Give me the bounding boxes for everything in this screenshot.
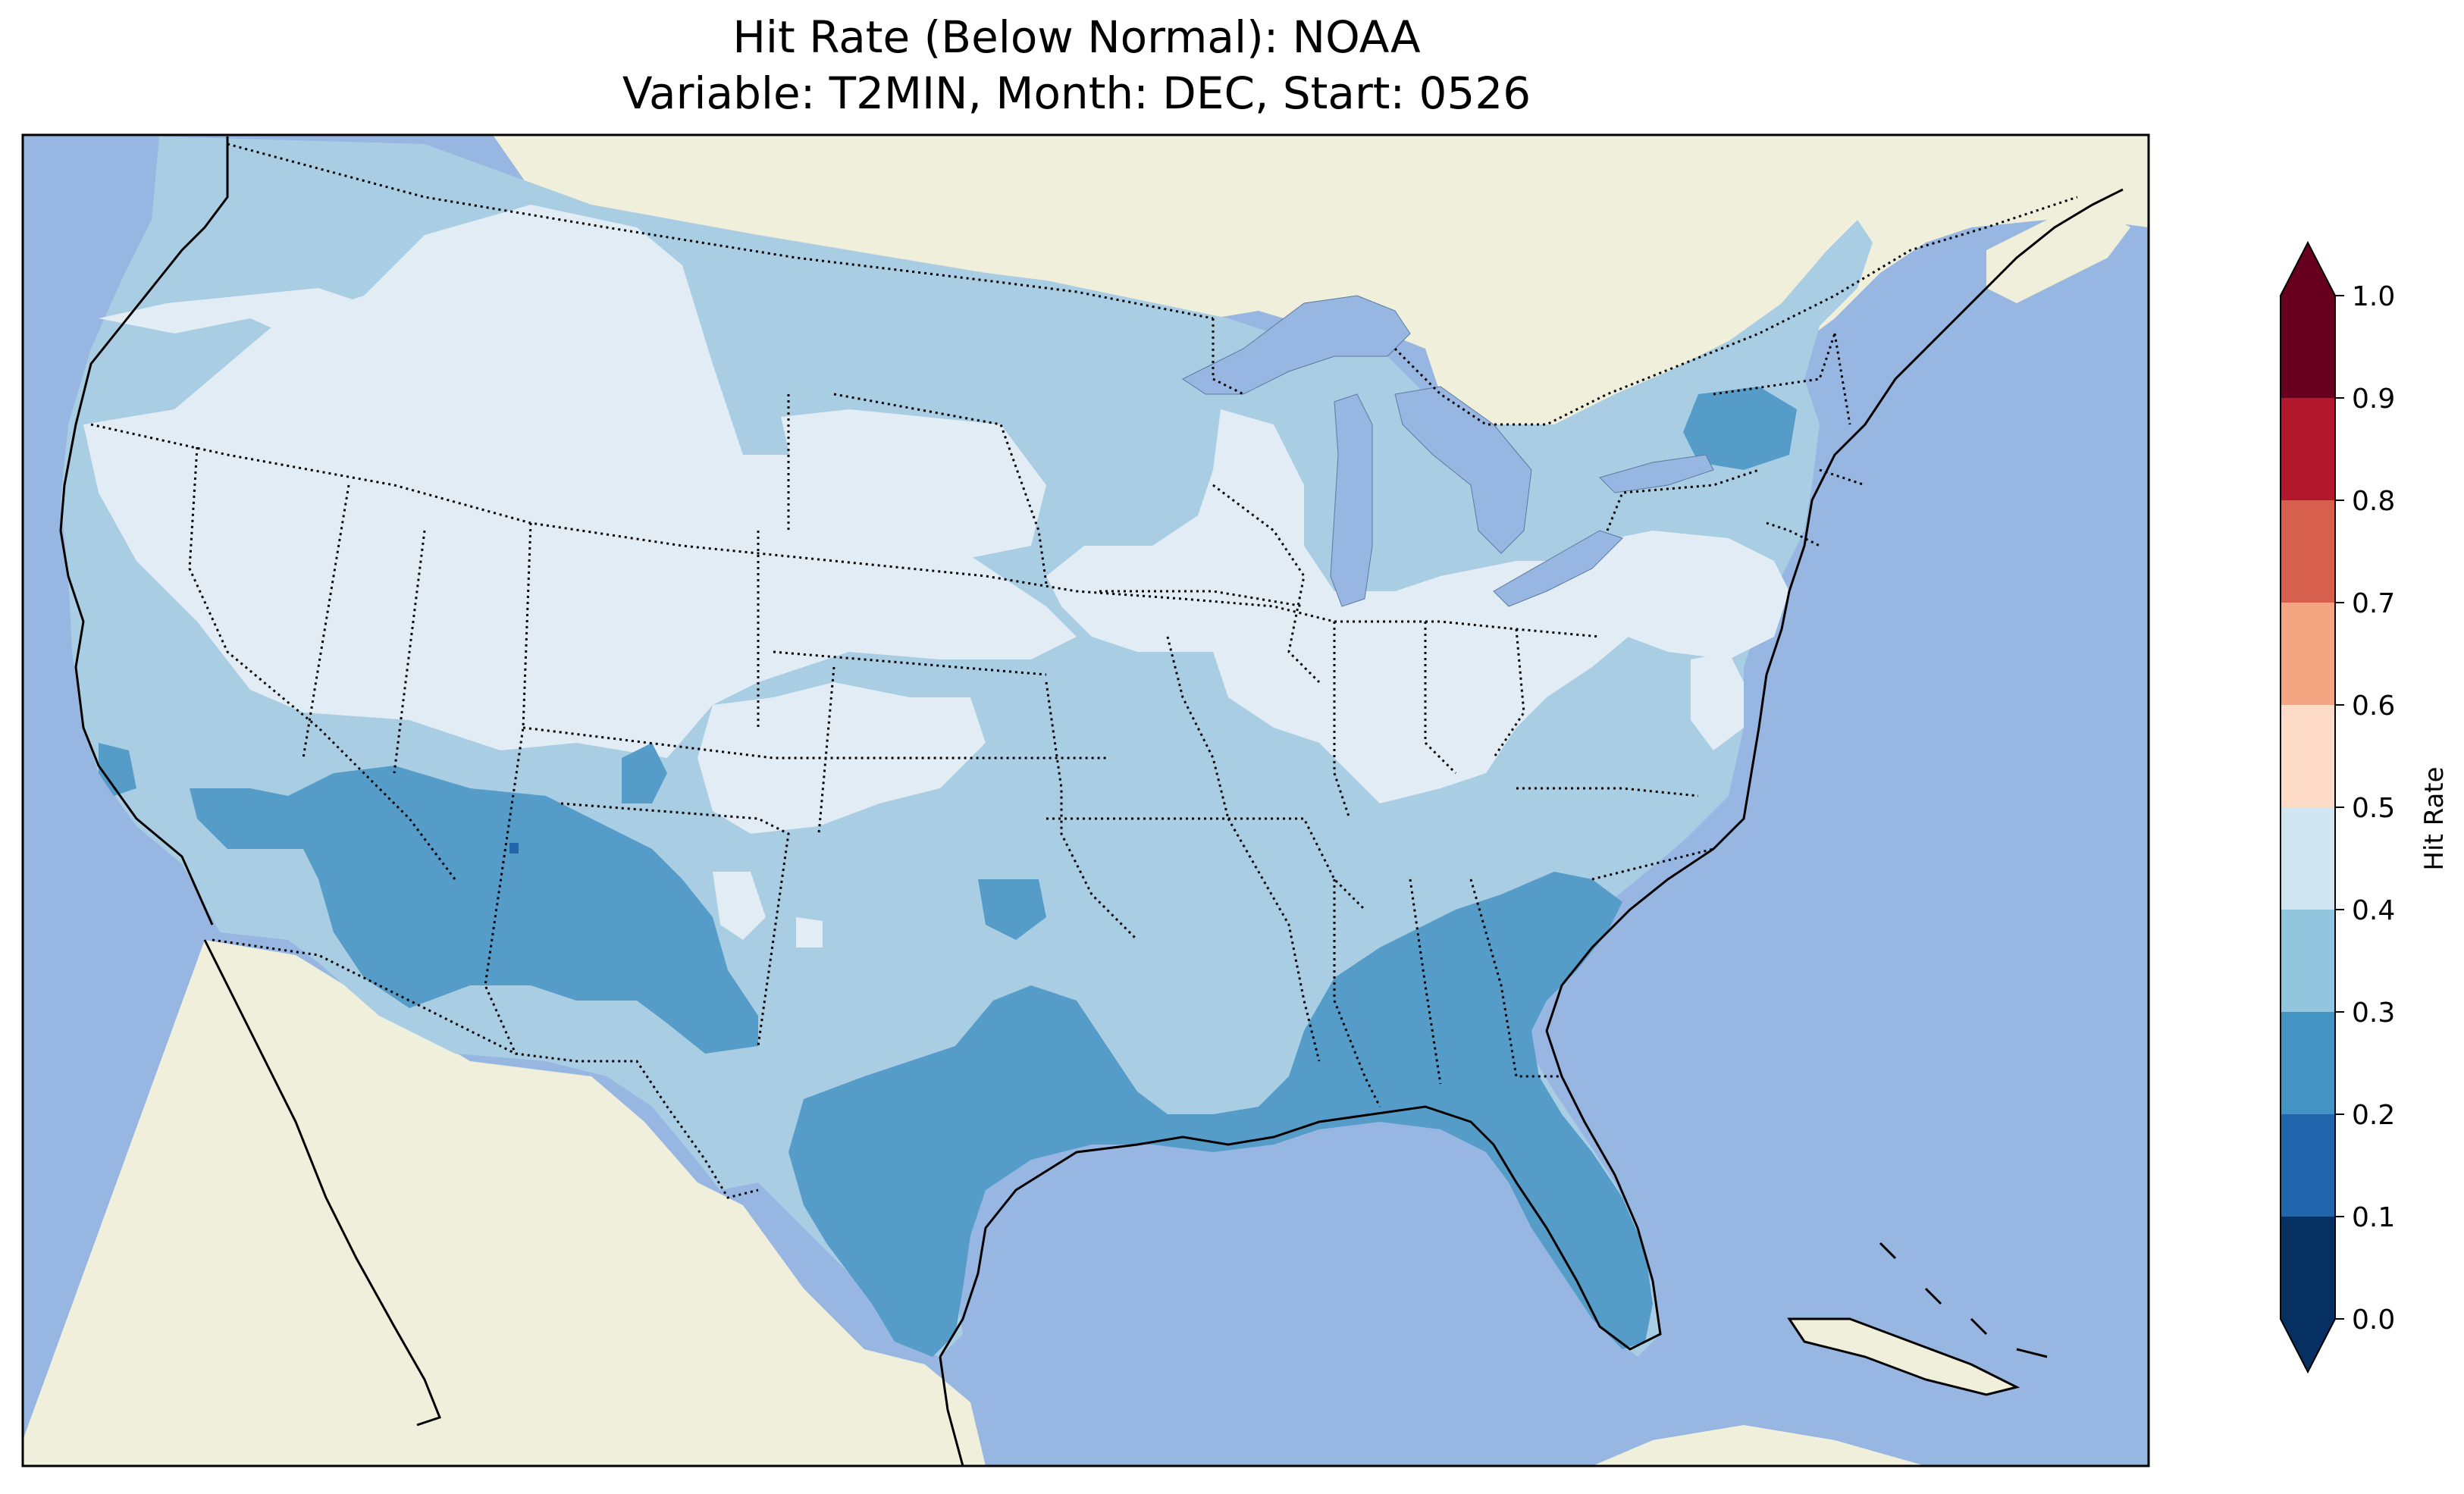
darkest-cell <box>509 843 519 853</box>
state-lines <box>90 318 1866 1107</box>
nw-light-patch <box>99 288 364 349</box>
baja-coast <box>203 939 441 1427</box>
lake-huron <box>1394 386 1532 554</box>
lake-erie <box>1493 530 1623 607</box>
cuba-coast <box>1787 1317 2020 1396</box>
colorbar-bin <box>2281 603 2335 705</box>
colorbar-tick-label: 1.0 <box>2352 281 2395 312</box>
caribbean-bottom-land <box>1592 1425 1926 1466</box>
colorbar-tick-label: 0.2 <box>2352 1100 2395 1131</box>
colorbar-bin <box>2281 705 2335 807</box>
map-title: Hit Rate (Below Normal): NOAA <box>732 11 1421 63</box>
colorbar-bin <box>2281 1012 2335 1114</box>
colorbar-bin <box>2281 398 2335 500</box>
colorbar-bin <box>2281 1217 2335 1319</box>
map-frame <box>21 133 2150 1467</box>
colorbar-over-extension <box>2281 243 2335 296</box>
texas-light-patch <box>713 872 823 947</box>
colorbar-under-extension <box>2281 1319 2335 1372</box>
colorbar-tick-label: 0.5 <box>2352 793 2395 824</box>
colorbar-ticks: 0.0 0.1 0.2 0.3 0.4 0.5 0.6 0.7 0.8 0.9 1.0 <box>2335 281 2395 1336</box>
gulf-coast <box>939 188 2124 1358</box>
maritimes-land <box>1986 205 2130 303</box>
map-subtitle: Variable: T2MIN, Month: DEC, Start: 0526 <box>622 67 1531 119</box>
great-lakes <box>1182 295 1714 607</box>
new-york-dark-patch <box>1683 387 1797 470</box>
mexico-gulf-coast <box>939 1356 964 1466</box>
colorbar-bin <box>2281 296 2335 398</box>
colorbar-tick-label: 0.3 <box>2352 998 2395 1029</box>
plains-light-zone <box>698 409 1046 834</box>
colorbar-bin <box>2281 500 2335 603</box>
colorbar-bin <box>2281 910 2335 1012</box>
pacific-coast <box>59 136 229 926</box>
california-dark-patch <box>99 743 136 796</box>
colorbar-tick-label: 0.6 <box>2352 691 2395 722</box>
colorbar-bins <box>2280 240 2336 1374</box>
colorbar-tick-label: 0.9 <box>2352 384 2395 415</box>
oklahoma-dark-patch <box>978 879 1046 940</box>
colorbar-bin <box>2281 1114 2335 1217</box>
colorbar-bin <box>2281 807 2335 910</box>
lake-superior <box>1182 295 1411 395</box>
texas-dark-zone <box>788 872 1653 1357</box>
colorbar-label: Hit Rate <box>2419 766 2450 870</box>
colorbar-tick-label: 0.0 <box>2352 1305 2395 1336</box>
north-light-zone <box>83 205 1077 758</box>
political-borders <box>90 143 2078 1199</box>
canada-border <box>227 143 2078 426</box>
coastlines <box>59 136 2124 1466</box>
colorbar-tick-label: 0.1 <box>2352 1202 2395 1233</box>
cuba-land <box>1789 1319 2017 1395</box>
southwest-dark-zone <box>190 743 758 1054</box>
colorbar-tick-label: 0.7 <box>2352 588 2395 619</box>
east-light-zone <box>1577 531 1789 750</box>
lake-ontario <box>1599 454 1714 493</box>
colorbar-tick-label: 0.8 <box>2352 486 2395 517</box>
mexico-border <box>212 938 759 1199</box>
bahamas-coast <box>1879 1242 2048 1358</box>
colorbar-tick-label: 0.4 <box>2352 895 2395 926</box>
lake-michigan <box>1330 393 1373 607</box>
